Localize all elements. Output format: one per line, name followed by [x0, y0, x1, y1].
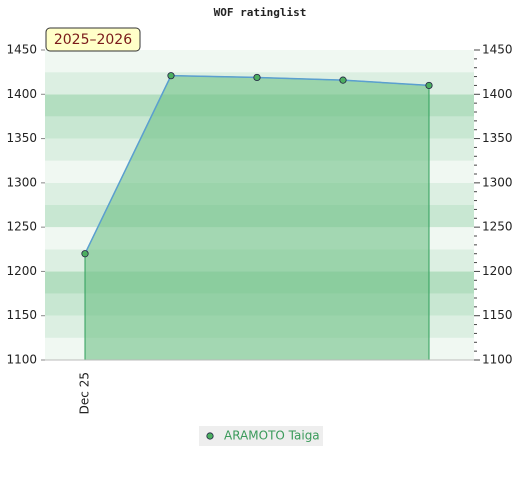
y2-tick-label: 1400	[482, 87, 513, 101]
y2-tick-label: 1450	[482, 43, 513, 57]
point	[167, 72, 175, 80]
annotation-box	[45, 27, 141, 52]
y2-tick-label: 1250	[482, 220, 513, 234]
y2-tick-label: 1200	[482, 264, 513, 278]
legend-box	[199, 426, 323, 446]
y2-tick-label: 1150	[482, 308, 513, 322]
x-tick-label: Dec 25	[78, 372, 92, 414]
point	[425, 81, 433, 90]
y2-tick-label: 1350	[482, 131, 513, 145]
chart-title: WOF ratinglist	[214, 6, 307, 19]
y-tick-label: 1300	[6, 175, 37, 189]
y-tick-label: 1350	[6, 131, 37, 145]
legend-label: ARAMOTO Taiga	[224, 429, 320, 443]
annotation: 2025–2026	[54, 32, 132, 48]
point	[81, 250, 89, 258]
point	[339, 76, 347, 84]
y2-tick-label: 1100	[482, 353, 513, 367]
y-tick-label: 1250	[6, 220, 37, 234]
y-tick-label: 1150	[6, 308, 37, 322]
y-tick-label: 1200	[6, 264, 37, 278]
axes: 1100 1100 1150 1150 1200 1200 1250 1250 1300 1300…	[6, 43, 512, 415]
y2-tick-label: 1300	[482, 175, 513, 189]
plot	[81, 72, 433, 361]
band	[45, 50, 474, 73]
legend-marker	[206, 432, 214, 440]
legend: ARAMOTO Taiga	[199, 426, 323, 446]
y-tick-label: 1450	[6, 43, 37, 57]
y-tick-label: 1100	[6, 353, 37, 367]
y-tick-label: 1400	[6, 87, 37, 101]
point	[253, 73, 261, 82]
